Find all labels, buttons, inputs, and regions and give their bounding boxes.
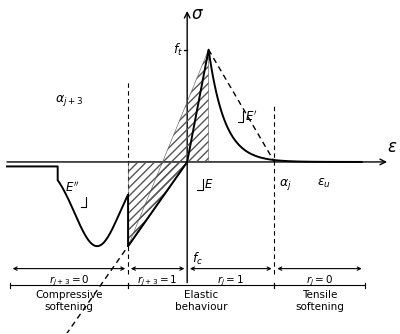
Text: Elastic
behaviour: Elastic behaviour — [175, 290, 228, 312]
Text: $E^{\prime\prime}$: $E^{\prime\prime}$ — [65, 181, 80, 195]
Text: $\varepsilon_u$: $\varepsilon_u$ — [317, 177, 331, 190]
Text: $f_t$: $f_t$ — [172, 42, 183, 58]
Text: $r_j=0$: $r_j=0$ — [306, 273, 333, 288]
Text: $\alpha_{j+3}$: $\alpha_{j+3}$ — [55, 93, 83, 108]
Text: $r_j=1$: $r_j=1$ — [217, 273, 244, 288]
Text: $\sigma$: $\sigma$ — [190, 5, 204, 23]
Text: $r_{j+3}=1$: $r_{j+3}=1$ — [137, 273, 178, 288]
Text: $\varepsilon$: $\varepsilon$ — [387, 138, 398, 156]
Text: Tensile
softening: Tensile softening — [295, 290, 344, 312]
Text: Compressive
softening: Compressive softening — [35, 290, 103, 312]
Text: $E'$: $E'$ — [244, 109, 257, 124]
Text: $f_c$: $f_c$ — [192, 250, 203, 267]
Text: E: E — [205, 178, 212, 191]
Text: $r_{j+3}=0$: $r_{j+3}=0$ — [48, 273, 89, 288]
Text: $\alpha_j$: $\alpha_j$ — [279, 177, 292, 191]
